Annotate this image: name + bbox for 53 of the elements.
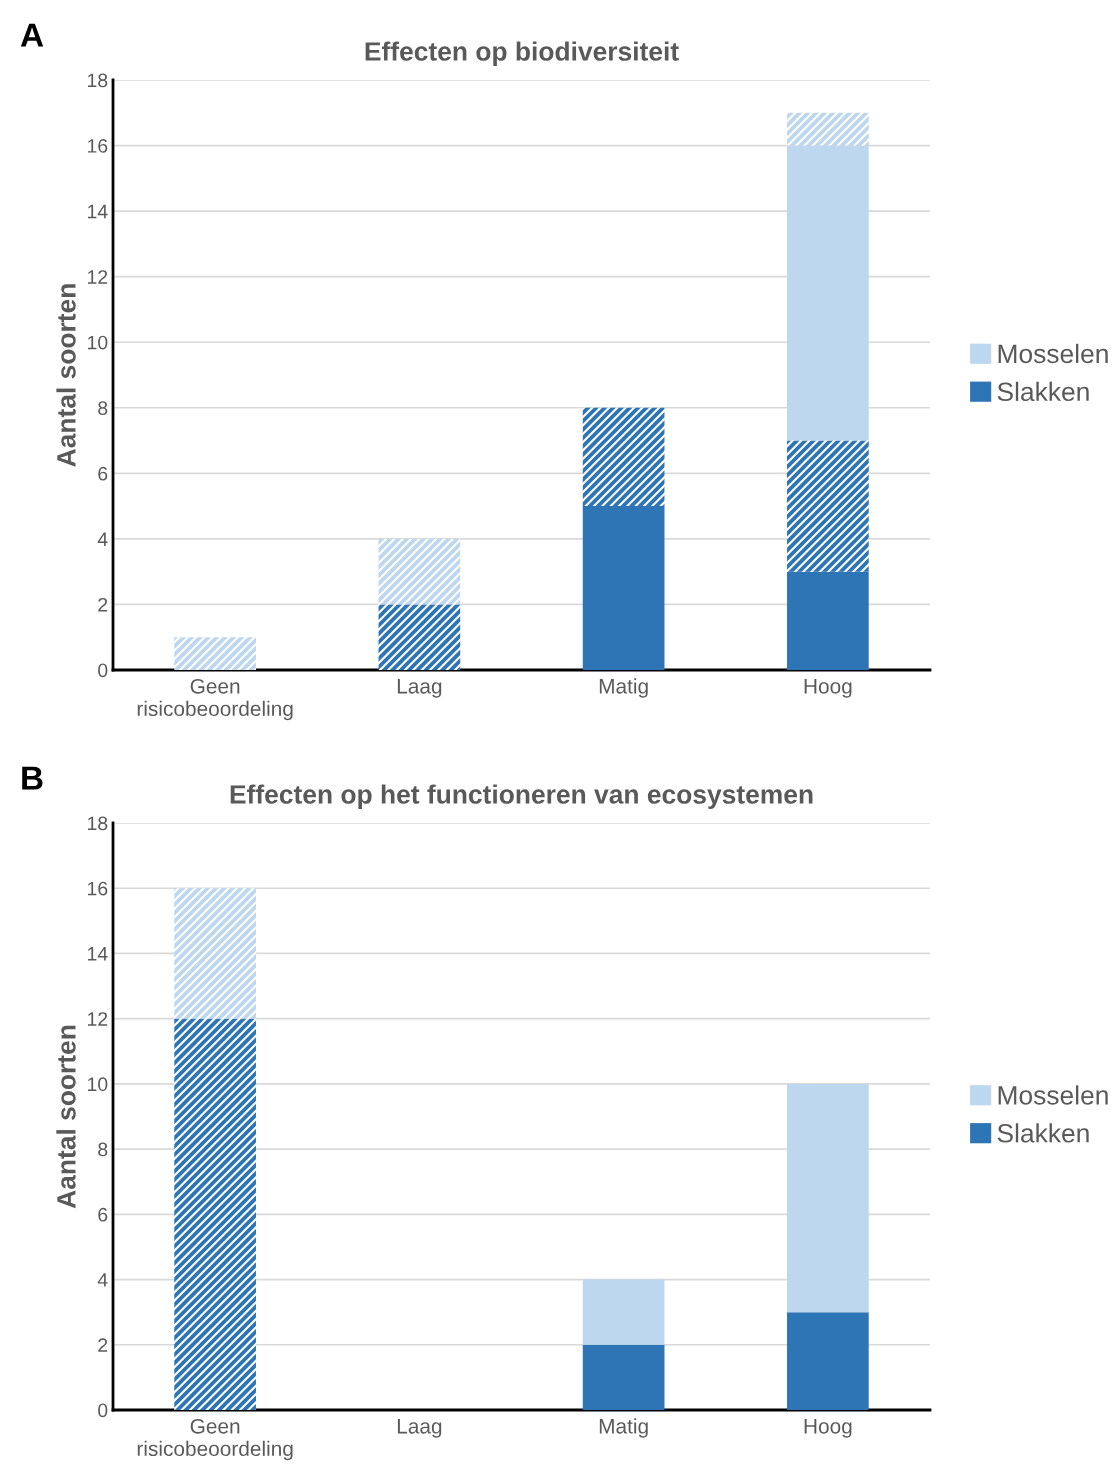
bar — [174, 1018, 256, 1410]
y-tick-label: 14 — [88, 204, 108, 219]
x-tick-label: Geen risicobeoordeling — [137, 678, 293, 721]
y-axis-title: Aantal soorten — [56, 284, 76, 467]
y-tick-label: 6 — [98, 466, 108, 481]
legend-label: Mosselen — [998, 1085, 1108, 1105]
bar — [787, 440, 869, 572]
x-tick-label: Hoog — [804, 1419, 852, 1438]
text: A — [20, 23, 44, 47]
y-tick-label: 8 — [98, 401, 108, 416]
bar — [174, 888, 256, 1019]
bar — [787, 145, 869, 441]
y-tick-label: 18 — [88, 73, 108, 88]
bar — [582, 506, 665, 670]
x-tick-label: Laag — [397, 1419, 442, 1438]
bar — [787, 571, 869, 670]
y-tick-label: 10 — [88, 1077, 108, 1092]
y-tick-label: 2 — [98, 1338, 108, 1352]
chart-title: Effecten op biodiversiteit — [365, 41, 679, 67]
bar — [582, 1279, 665, 1345]
y-tick-label: 14 — [88, 947, 108, 961]
y-tick-label: 10 — [88, 335, 108, 350]
x-tick-label: Geen risicobeoordeling — [137, 1418, 293, 1461]
legend-label: Mosselen — [998, 343, 1108, 364]
bar — [378, 604, 461, 670]
bar — [582, 407, 665, 507]
y-tick-label: 16 — [88, 881, 108, 896]
y-tick-label: 12 — [88, 1012, 108, 1026]
y-tick-label: 4 — [97, 1273, 108, 1287]
x-tick-label: Matig — [599, 678, 648, 698]
text: B — [22, 766, 43, 790]
y-tick-label: 8 — [98, 1142, 108, 1157]
chart-title: Effecten op het functioneren van ecosystemen — [230, 784, 813, 810]
bar — [378, 538, 461, 605]
y-tick-label: 2 — [98, 597, 108, 612]
legend-label: Slakken — [997, 1123, 1089, 1143]
y-tick-label: 18 — [88, 816, 108, 831]
bar — [174, 637, 256, 670]
y-tick-label: 0 — [98, 663, 108, 678]
y-tick-label: 12 — [88, 270, 108, 284]
bar — [787, 1083, 869, 1313]
y-tick-label: 4 — [97, 532, 108, 546]
bar — [582, 1344, 665, 1410]
y-tick-label: 6 — [98, 1207, 108, 1222]
bar — [787, 1312, 869, 1410]
y-tick-label: 0 — [98, 1403, 108, 1418]
x-tick-label: Matig — [599, 1418, 648, 1438]
y-axis-title: Aantal soorten — [56, 1025, 76, 1209]
x-tick-label: Laag — [397, 679, 442, 698]
bar — [787, 112, 869, 146]
y-tick-label: 16 — [88, 139, 108, 153]
x-tick-label: Hoog — [804, 679, 852, 698]
legend-label: Slakken — [997, 381, 1089, 402]
